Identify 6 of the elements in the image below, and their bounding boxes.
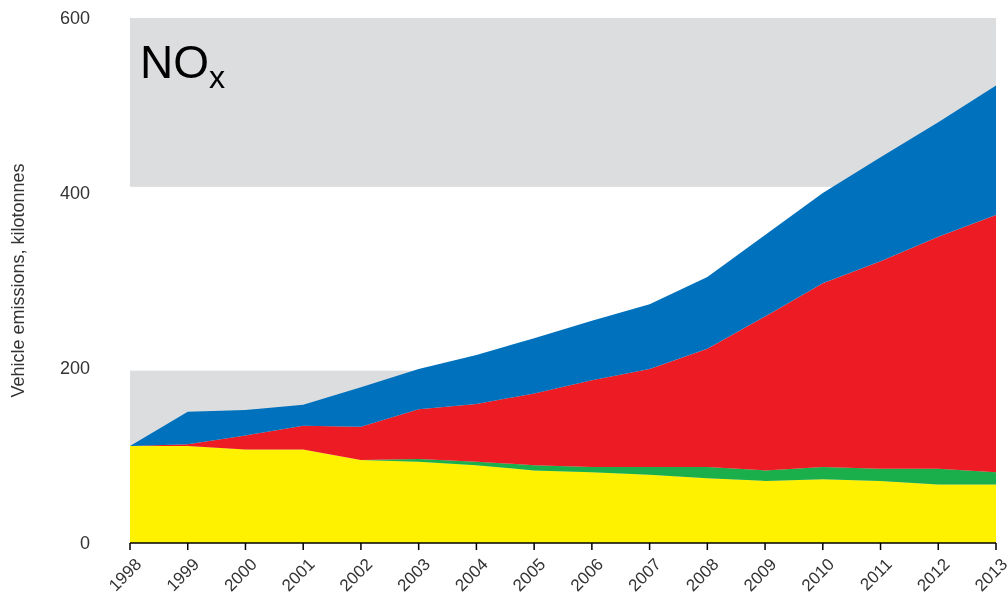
text: NO$_{x}$ xyxy=(140,36,226,95)
y-tick-label: 0 xyxy=(79,533,90,554)
y-tick-label: 400 xyxy=(59,183,90,204)
y-axis-title: Vehicle emissions, kilotonnes xyxy=(8,163,28,398)
y-tick-label: 200 xyxy=(59,358,90,379)
y-tick-label: 600 xyxy=(59,8,90,29)
